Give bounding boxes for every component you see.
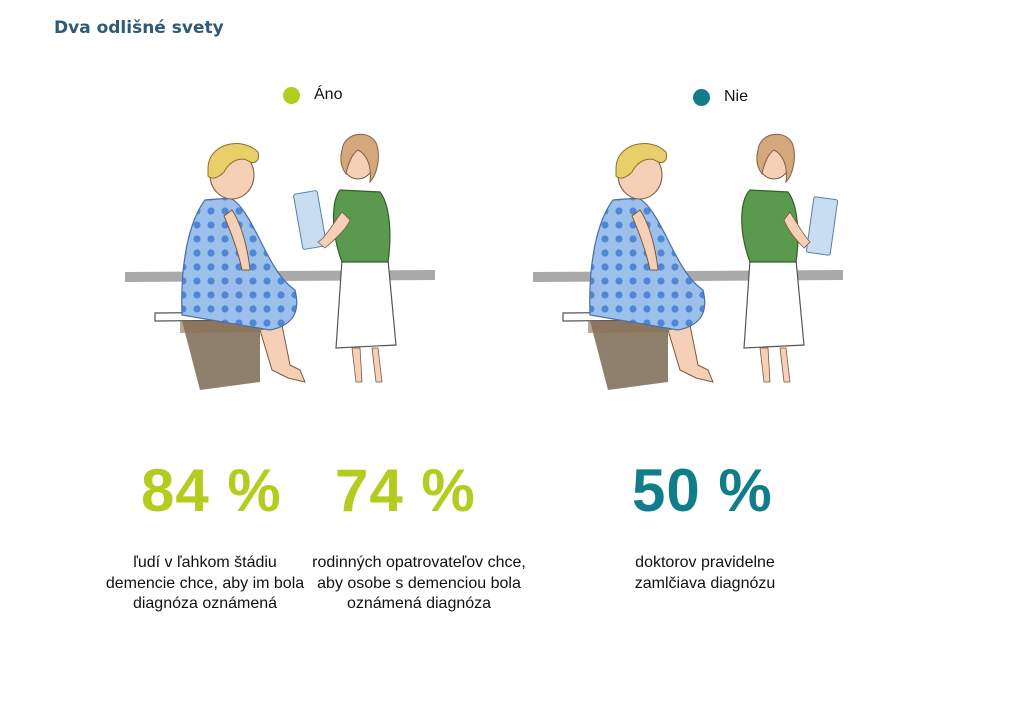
yes-dot-icon xyxy=(283,86,300,104)
page-title: Dva odlišné svety xyxy=(54,18,224,38)
legend-yes: Áno xyxy=(283,86,342,104)
legend-no: Nie xyxy=(693,88,748,106)
no-dot-icon xyxy=(693,88,710,106)
legend-yes-label: Áno xyxy=(314,86,343,103)
stat-description-caregivers: rodinných opatrovateľov chce, aby osobe … xyxy=(312,554,526,612)
stat-value-caregivers: 74 % xyxy=(335,457,476,524)
patient-nurse-illustration xyxy=(125,133,435,390)
stat-value-doctors: 50 % xyxy=(632,457,773,524)
stat-value-patients: 84 % xyxy=(141,457,282,524)
legend-no-label: Nie xyxy=(724,88,749,105)
patient-nurse-silent-illustration xyxy=(533,133,843,390)
stat-description-patients: ľudí v ľahkom štádiu demencie chce, aby … xyxy=(105,554,305,612)
stat-description-doctors: doktorov pravidelne zamlčiava diagnózu xyxy=(634,554,776,592)
